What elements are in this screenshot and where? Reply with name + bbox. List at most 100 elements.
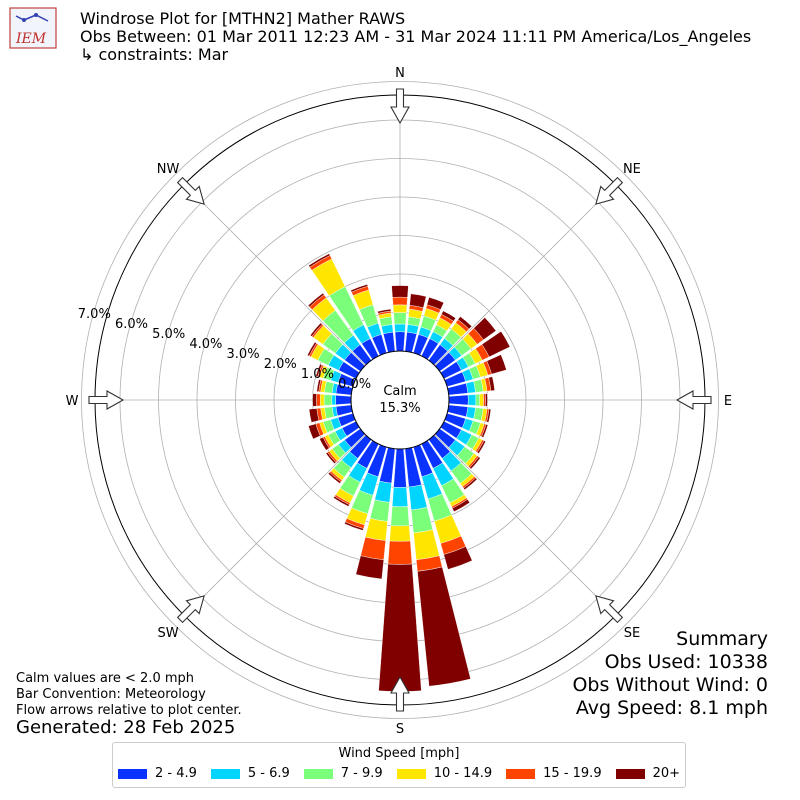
windrose-bar-segment xyxy=(394,323,406,333)
windrose-bar-segment xyxy=(410,506,434,534)
windrose-bar-segment xyxy=(475,393,481,407)
windrose-bar-segment xyxy=(312,393,317,407)
windrose-bar-segment xyxy=(441,310,456,322)
windrose-bar-segment xyxy=(417,566,471,687)
windrose-bar-segment xyxy=(331,394,336,406)
calm-label: Calm xyxy=(383,384,416,399)
windrose-bar-segment xyxy=(457,316,473,330)
windrose-bar-segment xyxy=(327,472,342,484)
legend-item: 7 - 9.9 xyxy=(303,766,383,781)
windrose-bar-segment xyxy=(323,394,333,406)
windrose-bar-segment xyxy=(392,304,408,313)
direction-label: E xyxy=(724,394,732,409)
notes-panel: Calm values are < 2.0 mph Bar Convention… xyxy=(16,671,242,738)
legend-label: 7 - 9.9 xyxy=(340,766,383,781)
windrose-bar-segment xyxy=(378,563,422,692)
legend-item: 2 - 4.9 xyxy=(117,766,197,781)
legend-label: 5 - 6.9 xyxy=(247,766,290,781)
windrose-bar-segment xyxy=(393,312,407,325)
grid-ring xyxy=(81,81,719,719)
windrose-bar-segment xyxy=(408,484,428,511)
windrose-bar-segment xyxy=(485,393,488,407)
bar-convention-note: Bar Convention: Meteorology xyxy=(16,687,206,702)
windrose-bar-segment xyxy=(369,499,390,522)
obs-used: Obs Used: 10338 xyxy=(604,651,768,673)
windrose-bar-segment xyxy=(319,436,330,451)
radial-tick-label: 6.0% xyxy=(115,317,148,332)
windrose-bar-segment xyxy=(394,331,406,352)
direction-arrows: N NE E SE S SW W NW xyxy=(66,66,733,737)
legend-label: 20+ xyxy=(652,766,681,781)
legend-swatch xyxy=(615,768,645,779)
calm-note: Calm values are < 2.0 mph xyxy=(16,671,195,686)
windrose-bar-segment xyxy=(316,393,321,407)
legend-title: Wind Speed [mph] xyxy=(338,746,460,761)
windrose-bar-segment xyxy=(310,322,323,337)
radial-tick-label: 3.0% xyxy=(227,347,260,362)
iem-logo: IEM xyxy=(9,7,57,49)
windrose-bar-segment xyxy=(452,499,471,512)
legend-label: 10 - 14.9 xyxy=(433,766,493,781)
windrose-bar-segment xyxy=(355,555,384,580)
windrose-bar-segment xyxy=(325,452,337,464)
radial-tick-label: 5.0% xyxy=(152,327,185,342)
windrose-bars xyxy=(307,253,511,692)
windrose-bar-segment xyxy=(333,495,350,507)
legend-item: 20+ xyxy=(615,766,681,781)
windrose-bar-segment xyxy=(426,297,445,310)
direction-arrow-ne xyxy=(595,176,624,205)
calm-circle-border xyxy=(350,350,450,450)
windrose-bar-segment xyxy=(467,394,477,406)
windrose-bar-segment xyxy=(413,529,440,561)
grid-spoke xyxy=(184,434,366,616)
windrose-bar-segment xyxy=(307,341,317,357)
legend-swatch xyxy=(506,768,536,779)
windrose-bar-segment xyxy=(307,292,325,308)
windrose-bar-segment xyxy=(488,376,495,391)
windrose-bar-segment xyxy=(483,393,486,407)
calm-value: 15.3% xyxy=(379,401,420,416)
windrose-bar-segment xyxy=(481,331,511,358)
windrose-bar-segment xyxy=(387,540,413,565)
calm-circle xyxy=(351,351,449,449)
windrose-bar-segment xyxy=(315,363,323,377)
svg-text:IEM: IEM xyxy=(15,31,47,47)
legend-item: 10 - 14.9 xyxy=(396,766,493,781)
windrose-bar-segment xyxy=(486,408,492,423)
legend-swatch xyxy=(210,768,240,779)
legend-swatch xyxy=(303,768,333,779)
radial-tick-label: 7.0% xyxy=(78,307,111,322)
windrose-bar-segment xyxy=(392,296,408,306)
chart-title: Windrose Plot for [MTHN2] Mather RAWS xyxy=(80,9,406,28)
windrose-bar-segment xyxy=(481,424,489,438)
windrose-bar-segment xyxy=(448,394,469,406)
legend-swatch xyxy=(396,768,426,779)
windrose-bar-segment xyxy=(316,379,322,392)
direction-label: NW xyxy=(157,162,180,177)
direction-label: S xyxy=(396,722,404,737)
radial-tick-labels: 0.0% 1.0% 2.0% 3.0% 4.0% 5.0% 6.0% 7.0% xyxy=(78,307,371,392)
summary-heading: Summary xyxy=(676,628,768,650)
windrose-bar-segment xyxy=(319,393,325,407)
radial-tick-label: 0.0% xyxy=(338,377,371,392)
legend-label: 15 - 19.9 xyxy=(543,766,602,781)
direction-arrow-e xyxy=(675,390,712,410)
direction-label: N xyxy=(395,66,405,81)
grid-spoke xyxy=(184,184,366,366)
windrose-bar-segment xyxy=(479,393,484,407)
windrose-bar-segment xyxy=(390,506,410,527)
legend-items: 2 - 4.9 5 - 6.9 7 - 9.9 10 - 14.9 15 - 19.9 2… xyxy=(113,766,685,781)
flow-arrows-note: Flow arrows relative to plot center. xyxy=(16,703,242,718)
generated-date: Generated: 28 Feb 2025 xyxy=(16,717,236,738)
windrose-bar-segment xyxy=(335,395,352,405)
constraints-text: ↳ constraints: Mar xyxy=(80,45,229,64)
avg-speed: Avg Speed: 8.1 mph xyxy=(575,697,768,719)
windrose-bar-segment xyxy=(308,423,321,440)
radial-tick-label: 2.0% xyxy=(264,357,297,372)
windrose-bar-segment xyxy=(393,448,407,488)
direction-arrow-s xyxy=(390,675,410,712)
title-block: Windrose Plot for [MTHN2] Mather RAWS Ob… xyxy=(80,10,751,64)
legend: Wind Speed [mph] 2 - 4.9 5 - 6.9 7 - 9.9 10… xyxy=(112,742,686,788)
direction-arrow-se xyxy=(595,595,624,624)
